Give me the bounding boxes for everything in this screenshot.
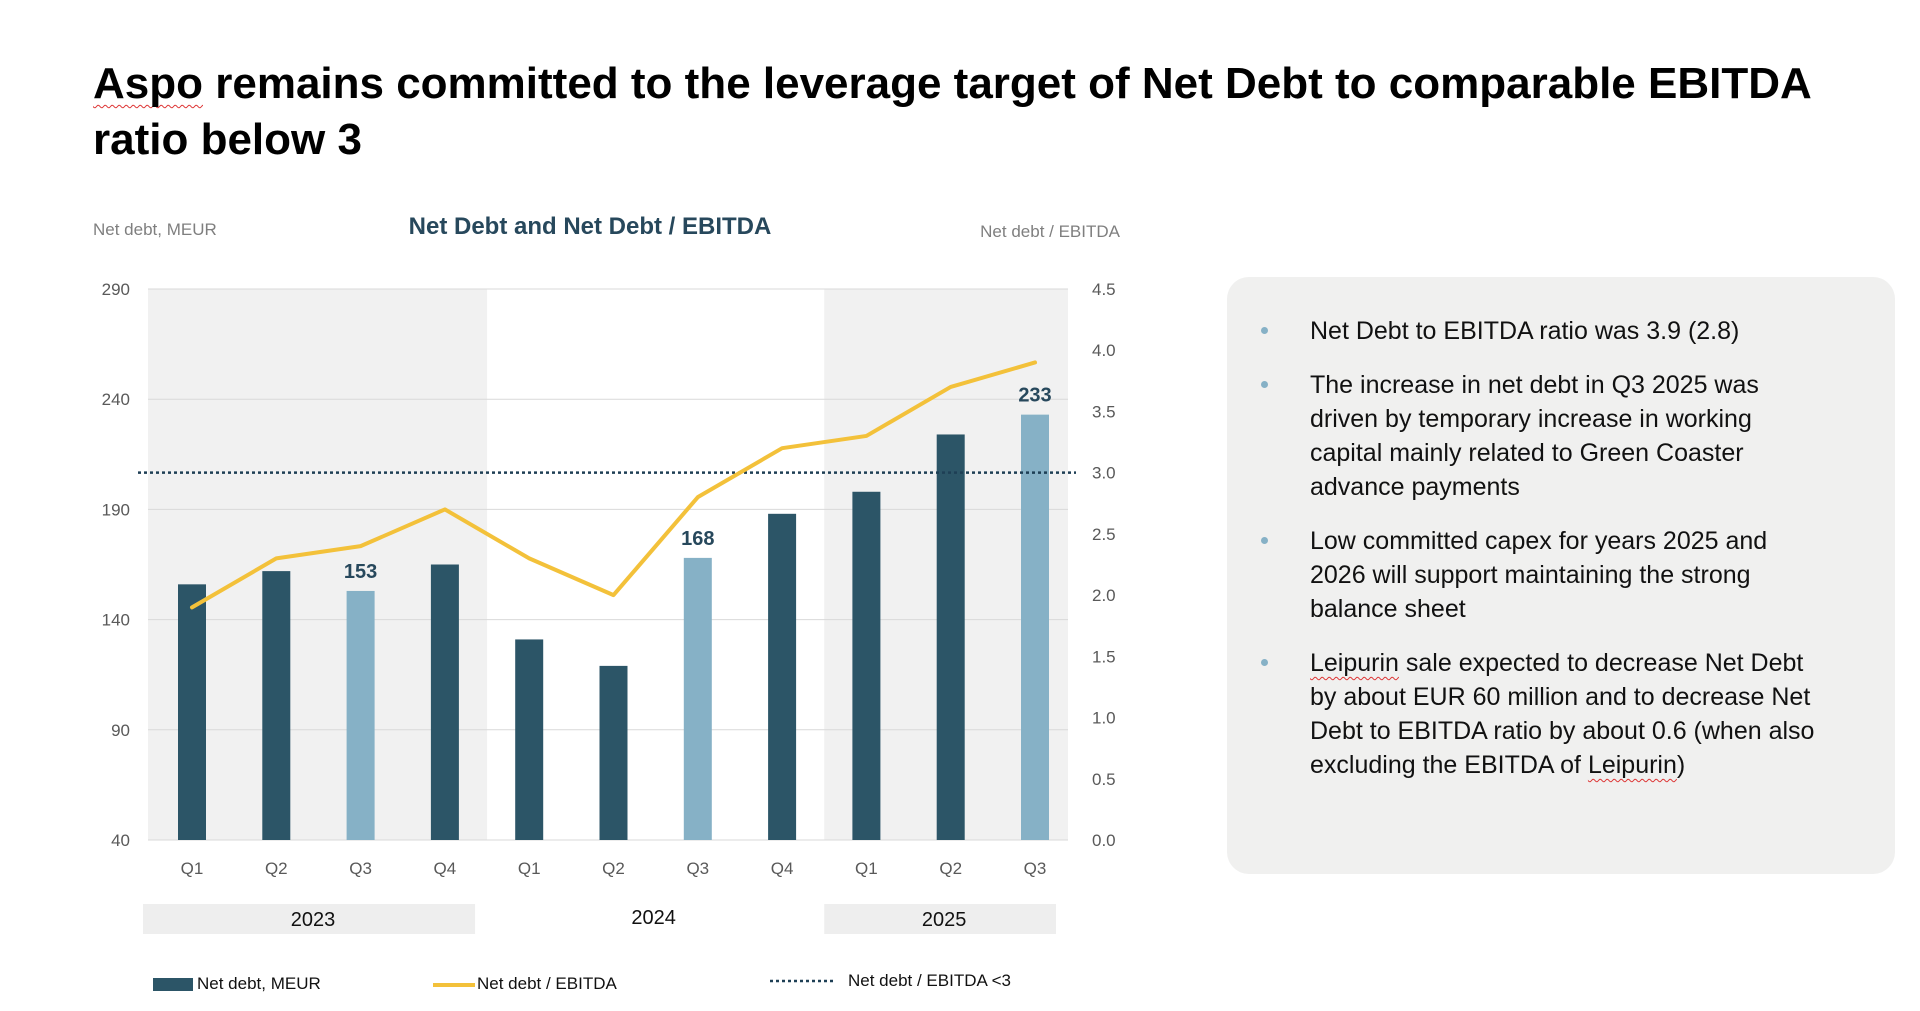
category-label: Q2 (602, 859, 625, 878)
right-axis-tick: 0.5 (1092, 770, 1116, 789)
commentary-panel: Net Debt to EBITDA ratio was 3.9 (2.8) T… (1227, 277, 1895, 874)
right-axis-tick: 3.0 (1092, 464, 1116, 483)
bar-4 (515, 639, 544, 840)
category-label: Q3 (1024, 859, 1047, 878)
bullet-item: Net Debt to EBITDA ratio was 3.9 (2.8) (1261, 314, 1821, 348)
bullet-text: The increase in net debt in Q3 2025 was … (1310, 371, 1759, 501)
legend-target-label: Net debt / EBITDA <3 (848, 971, 1011, 990)
left-axis-tick: 90 (111, 721, 130, 740)
year-label-band (824, 904, 1056, 934)
left-axis-tick: 290 (102, 280, 130, 299)
right-axis-tick: 0.0 (1092, 831, 1116, 850)
legend-bar-swatch (153, 978, 193, 991)
category-label: Q1 (181, 859, 204, 878)
bar-0 (178, 584, 206, 840)
bar-5 (599, 665, 628, 840)
bar-8 (852, 491, 881, 840)
net-debt-chart: 40 90 140 190 240 290 0.0 0.5 1.0 1.5 2.0 2.5 3.0 3.5… (93, 213, 1121, 993)
title-rest: remains committed to the leverage target… (93, 59, 1811, 164)
year-label-band (143, 904, 476, 934)
bar-10 (1021, 414, 1049, 840)
chart-title: Net Debt and Net Debt / EBITDA (409, 213, 772, 240)
right-axis-tick: 3.5 (1092, 402, 1116, 421)
bar-data-label: 168 (681, 528, 714, 550)
bullet-dot-icon (1261, 659, 1268, 666)
right-axis-tick: 1.5 (1092, 647, 1116, 666)
left-axis-tick: 190 (102, 500, 130, 519)
year-label: 2023 (291, 909, 336, 931)
category-label: Q2 (939, 859, 962, 878)
bullet-text: Net Debt to EBITDA ratio was 3.9 (2.8) (1310, 317, 1740, 345)
left-axis-tick: 140 (102, 611, 130, 630)
right-axis-tick: 4.0 (1092, 341, 1116, 360)
right-axis-tick: 2.0 (1092, 586, 1116, 605)
year-label: 2025 (922, 909, 967, 931)
left-axis-tick: 40 (111, 831, 130, 850)
bar-9 (936, 434, 965, 840)
right-axis-tick: 1.0 (1092, 709, 1116, 728)
bullet-dot-icon (1261, 381, 1268, 388)
category-label: Q1 (518, 859, 541, 878)
bullet-text: sale expected to decrease Net Debt by ab… (1310, 649, 1815, 779)
bar-7 (768, 513, 797, 840)
left-axis-title: Net debt, MEUR (93, 220, 217, 239)
bar-2 (346, 590, 375, 840)
bullet-item: Leipurin sale expected to decrease Net D… (1261, 646, 1821, 782)
category-label: Q4 (771, 859, 794, 878)
right-axis-title: Net debt / EBITDA (980, 222, 1120, 241)
bar-6 (683, 557, 712, 840)
bullet-tail: ) (1676, 751, 1686, 779)
bullet-item: Low committed capex for years 2025 and 2… (1261, 524, 1821, 626)
title-word-aspo: Aspo (93, 59, 203, 108)
bullet-text: Low committed capex for years 2025 and 2… (1310, 527, 1768, 623)
left-axis-tick: 240 (102, 390, 130, 409)
right-axis-tick: 4.5 (1092, 280, 1116, 299)
commentary-bullets: Net Debt to EBITDA ratio was 3.9 (2.8) T… (1261, 314, 1821, 802)
slide-title: Aspo remains committed to the leverage t… (93, 56, 1853, 168)
legend-bar-label: Net debt, MEUR (197, 974, 321, 993)
bullet-dot-icon (1261, 327, 1268, 334)
right-axis-tick: 2.5 (1092, 525, 1116, 544)
legend-line-label: Net debt / EBITDA (477, 974, 617, 993)
category-label: Q4 (434, 859, 457, 878)
bullet-leipurin-word: Leipurin (1310, 649, 1399, 677)
year-label: 2024 (631, 907, 676, 929)
category-label: Q3 (686, 859, 709, 878)
bullet-item: The increase in net debt in Q3 2025 was … (1261, 368, 1821, 504)
category-label: Q2 (265, 859, 288, 878)
bar-data-label: 233 (1018, 385, 1051, 407)
bar-3 (430, 564, 459, 840)
bullet-leipurin-word-2: Leipurin (1587, 751, 1677, 779)
bar-1 (262, 571, 291, 840)
category-label: Q3 (349, 859, 372, 878)
category-label: Q1 (855, 859, 878, 878)
bullet-dot-icon (1261, 537, 1268, 544)
bar-data-label: 153 (344, 561, 377, 583)
